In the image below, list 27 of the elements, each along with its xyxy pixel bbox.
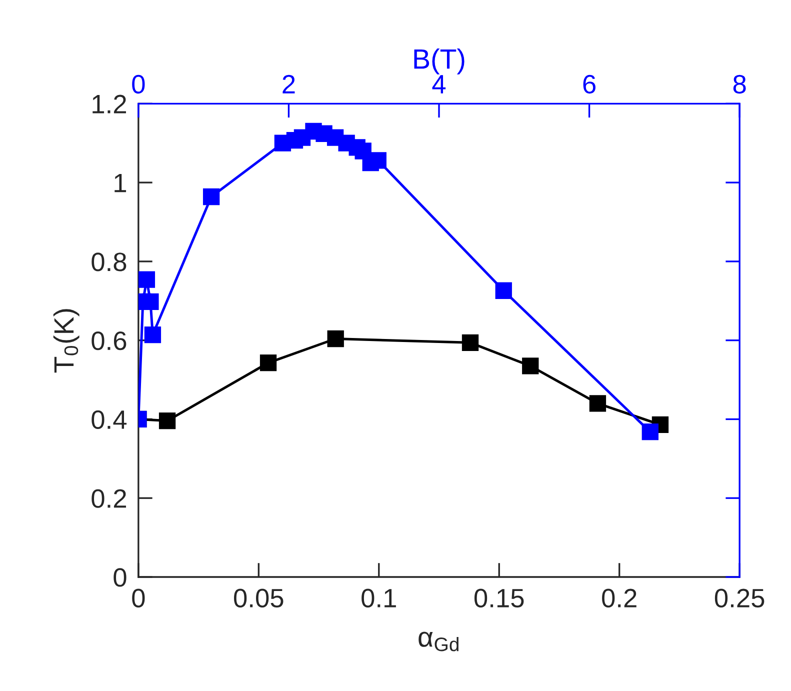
point — [522, 358, 539, 374]
x-tick-label: 0 — [132, 588, 145, 608]
x2-tick-label: 4 — [432, 75, 446, 94]
x2-tick-label: 0 — [132, 74, 145, 94]
x-tick-label: 0.2 — [602, 588, 636, 608]
point — [589, 395, 606, 412]
point — [158, 412, 176, 430]
x2-axis-title: B(T) — [414, 48, 464, 74]
y-tick-label: 0.4 — [92, 410, 127, 430]
y-tick-label: 1 — [114, 174, 126, 192]
x2-tick-label: 8 — [733, 74, 746, 94]
point — [462, 334, 479, 352]
x-tick-label: 0.25 — [714, 588, 764, 608]
y-tick-label: 0.8 — [92, 252, 126, 272]
y-axis-title: T$_{0}$(K) — [53, 309, 80, 373]
x-tick-label: 0.15 — [474, 588, 524, 608]
y-tick-label: 1.2 — [92, 94, 126, 114]
y-tick-label: 0 — [114, 568, 126, 587]
point — [327, 330, 344, 348]
x-tick-label: 0.1 — [362, 588, 396, 608]
x-axis-title: α$_{Gd}$ — [418, 632, 458, 652]
x2-tick-label: 2 — [282, 74, 295, 94]
y-tick-label: 0.6 — [92, 331, 126, 350]
x-tick-label: 0.05 — [234, 588, 284, 608]
point — [260, 354, 277, 372]
x2-tick-label: 6 — [583, 74, 596, 94]
y-tick-label: 0.2 — [92, 489, 126, 508]
